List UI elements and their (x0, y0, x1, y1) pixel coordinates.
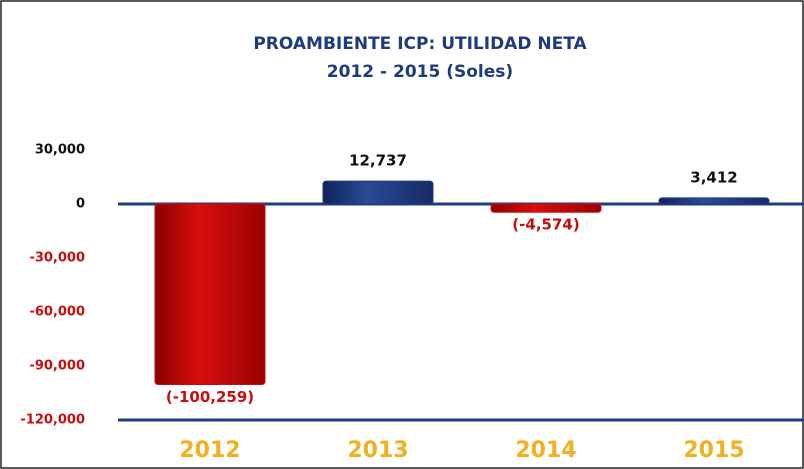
x-tick-label: 2015 (683, 438, 744, 463)
x-tick-label: 2014 (515, 438, 576, 463)
y-tick-label: -90,000 (29, 359, 85, 374)
y-tick-label: 0 (76, 197, 85, 212)
y-tick-label: -120,000 (20, 413, 85, 428)
value-label: (-4,574) (512, 216, 579, 234)
value-label: 12,737 (349, 152, 407, 170)
value-label: (-100,259) (166, 388, 254, 406)
y-tick-label: 30,000 (35, 143, 85, 158)
chart-subtitle: 2012 - 2015 (Soles) (327, 62, 513, 82)
y-tick-label: -30,000 (29, 251, 85, 266)
x-tick-label: 2012 (179, 438, 240, 463)
bar (322, 180, 434, 205)
bar (154, 203, 266, 385)
bar (658, 197, 770, 205)
bar (490, 203, 602, 213)
x-tick-label: 2013 (347, 438, 408, 463)
value-label: 3,412 (690, 168, 737, 186)
chart-title: PROAMBIENTE ICP: UTILIDAD NETA (253, 34, 587, 54)
y-tick-label: -60,000 (29, 305, 85, 320)
